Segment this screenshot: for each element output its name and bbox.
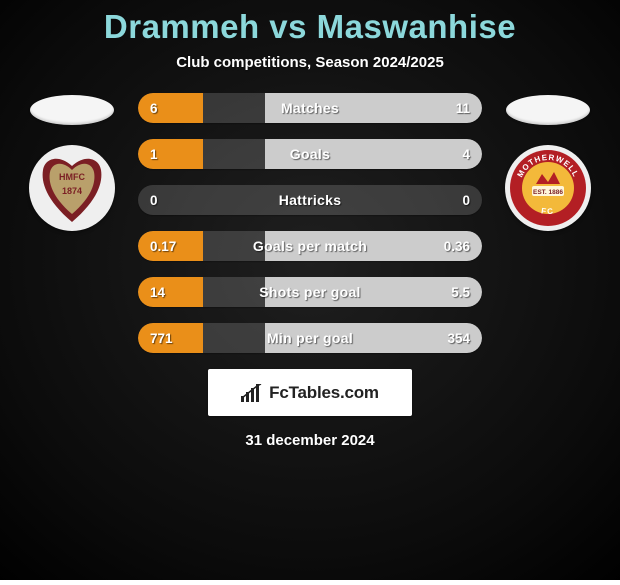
stat-bar-row: Min per goal771 354: [138, 323, 482, 353]
page-title: Drammeh vs Maswanhise: [104, 8, 516, 46]
stat-bar-row: Shots per goal14 5.5: [138, 277, 482, 307]
motherwell-crest-icon: MOTHERWELL FC EST. 1886: [508, 148, 588, 228]
bar-value-left: 0.17: [150, 231, 176, 261]
bar-label: Shots per goal: [138, 277, 482, 307]
svg-text:EST. 1886: EST. 1886: [533, 189, 563, 196]
bar-value-left: 0: [150, 185, 158, 215]
fctables-logo-icon: [241, 384, 263, 402]
right-player-column: MOTHERWELL FC EST. 1886: [498, 89, 598, 353]
stat-bar-row: Matches6 11: [138, 93, 482, 123]
bar-value-right: 5.5: [451, 277, 470, 307]
bar-value-left: 6: [150, 93, 158, 123]
svg-text:FC: FC: [541, 206, 556, 216]
bar-label: Matches: [138, 93, 482, 123]
bar-value-right: 0.36: [444, 231, 470, 261]
content-root: Drammeh vs Maswanhise Club competitions,…: [0, 0, 620, 580]
hearts-crest-icon: HMFC 1874: [41, 152, 103, 224]
stat-bar-row: Goals per match0.17 0.36: [138, 231, 482, 261]
stat-bar-row: Goals1 4: [138, 139, 482, 169]
subtitle: Club competitions, Season 2024/2025: [176, 54, 444, 71]
brand-box[interactable]: FcTables.com: [208, 369, 412, 416]
brand-text: FcTables.com: [269, 383, 379, 403]
stat-bar-row: Hattricks0 0: [138, 185, 482, 215]
right-club-crest: MOTHERWELL FC EST. 1886: [505, 145, 591, 231]
stat-bars: Matches611Goals14Hattricks00Goals per ma…: [138, 93, 482, 353]
bar-label: Goals per match: [138, 231, 482, 261]
bar-label: Goals: [138, 139, 482, 169]
crest-text-year: 1874: [62, 186, 82, 196]
bar-value-left: 1: [150, 139, 158, 169]
comparison-columns: HMFC 1874 Matches611Goals14Hattricks00Go…: [0, 89, 620, 353]
left-player-column: HMFC 1874: [22, 89, 122, 353]
bar-value-left: 14: [150, 277, 165, 307]
crest-text-top: HMFC: [59, 172, 85, 182]
bar-value-left: 771: [150, 323, 173, 353]
bar-value-right: 4: [462, 139, 470, 169]
bar-value-right: 0: [462, 185, 470, 215]
bar-label: Hattricks: [138, 185, 482, 215]
right-flag-oval: [506, 95, 590, 125]
footer-date: 31 december 2024: [245, 432, 374, 449]
bar-value-right: 354: [447, 323, 470, 353]
left-flag-oval: [30, 95, 114, 125]
bar-value-right: 11: [456, 93, 470, 123]
left-club-crest: HMFC 1874: [29, 145, 115, 231]
bar-label: Min per goal: [138, 323, 482, 353]
